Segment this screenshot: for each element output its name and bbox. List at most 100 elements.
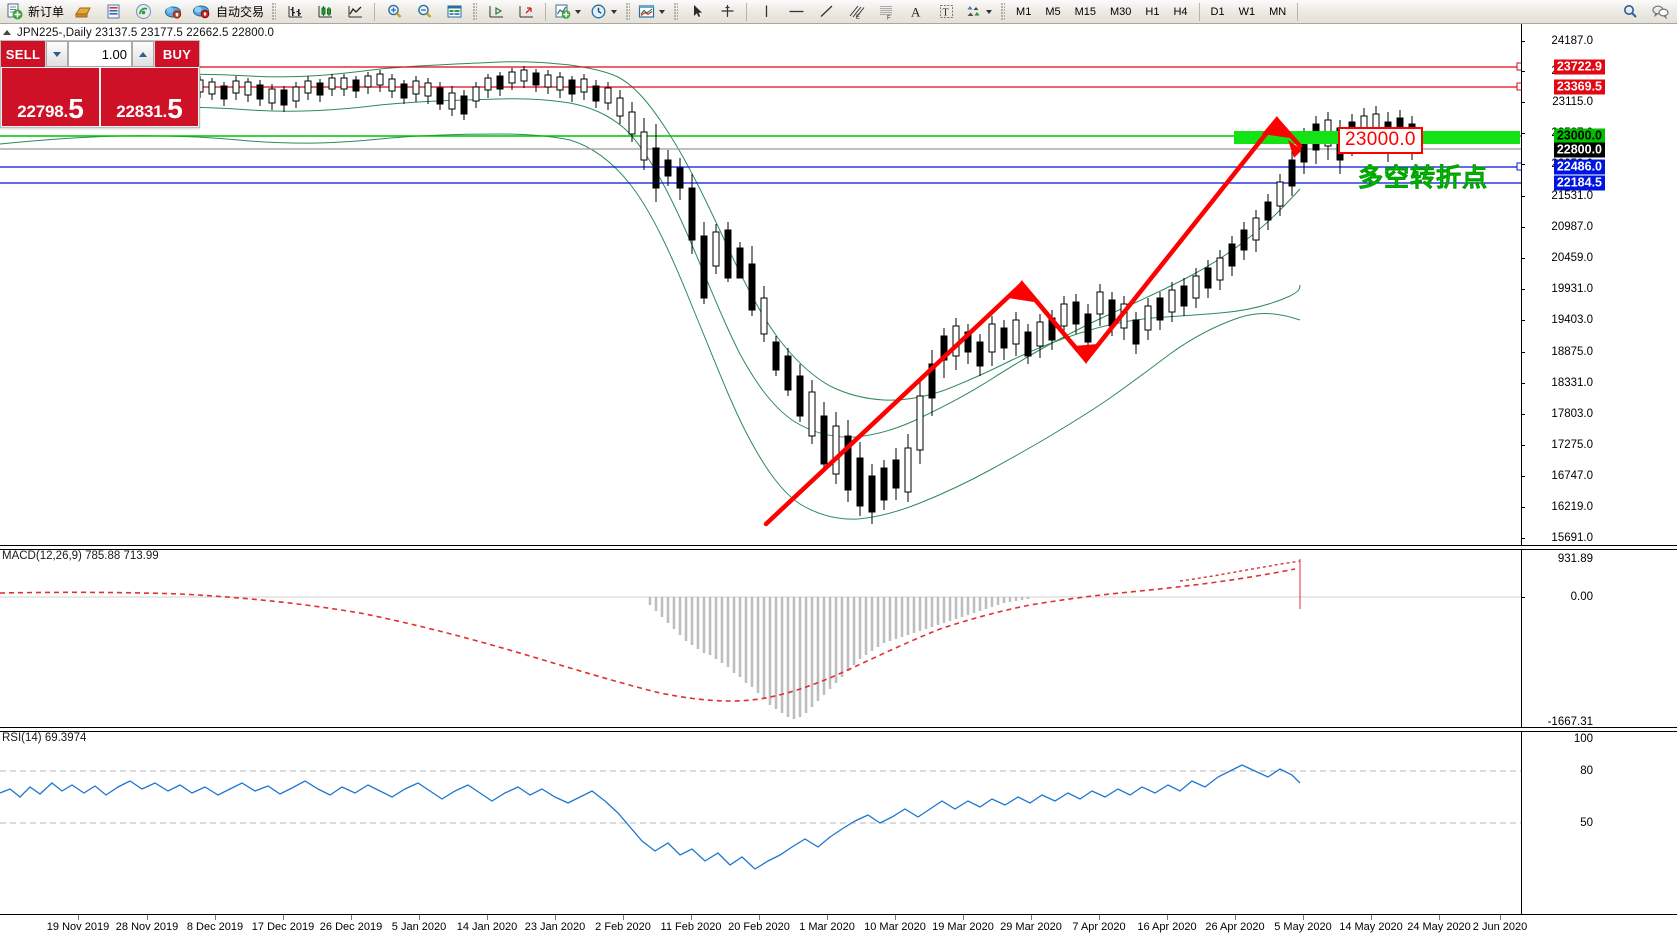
price-tag-support1[interactable]: 22486.0 (1553, 159, 1605, 175)
equidistant-channel-icon: E (849, 5, 864, 20)
svg-text:F: F (887, 16, 891, 21)
add-indicator-dropdown-arrow[interactable] (575, 8, 582, 15)
text-box-button[interactable]: T (931, 0, 961, 24)
shapes-dropdown-arrow[interactable] (986, 8, 993, 15)
price-tag-resist[interactable]: 23369.5 (1553, 79, 1605, 95)
macd-pane[interactable]: MACD(12,26,9) 785.88 713.99 (0, 549, 1677, 729)
templates-dropdown-arrow[interactable] (659, 8, 666, 15)
auto-scroll-button[interactable] (511, 0, 541, 24)
price-tick-label: 17275.0 (1551, 439, 1593, 451)
target-price-annotation[interactable]: 23000.0 (1338, 127, 1423, 154)
price-tag-ask[interactable]: 23000.0 (1553, 128, 1605, 144)
line-chart-button[interactable] (340, 0, 370, 24)
rsi-pane[interactable]: RSI(14) 69.3974 100 80 50 (0, 731, 1677, 914)
text-label-button[interactable]: A (901, 0, 931, 24)
toolbar-grip[interactable] (272, 2, 277, 21)
fibonacci-button[interactable]: F (871, 0, 901, 24)
vertical-line-button[interactable] (751, 0, 781, 24)
bar-chart-button[interactable] (280, 0, 310, 24)
toolbar-grip-2[interactable] (473, 2, 478, 21)
trend-arrow-group (763, 117, 1303, 527)
zoom-in-button[interactable] (379, 0, 409, 24)
gold-bar-button[interactable] (68, 0, 98, 24)
data-window-button[interactable] (439, 0, 469, 24)
timeframe-d1[interactable]: D1 (1210, 5, 1225, 18)
price-tick-label: 17803.0 (1551, 408, 1593, 420)
volume-increase-button[interactable] (132, 41, 154, 67)
price-tag-last[interactable]: 22800.0 (1553, 142, 1605, 158)
date-label: 19 Mar 2020 (932, 921, 994, 933)
toolbar-separator-6 (1297, 2, 1299, 21)
candlestick-chart-button[interactable] (310, 0, 340, 24)
new-order-button[interactable]: 新订单 (2, 0, 68, 24)
timeframe-m1[interactable]: M1 (1016, 5, 1032, 18)
mql5-cloud-button[interactable] (158, 0, 188, 24)
chart-area[interactable]: 24187.0 23659.0 23115.0 22587.0 22059.0 … (0, 24, 1677, 947)
price-tick-label: 16747.0 (1551, 470, 1593, 482)
market-watch-button[interactable] (98, 0, 128, 24)
timeframe-mn[interactable]: MN (1269, 5, 1287, 18)
horizontal-line-button[interactable] (781, 0, 811, 24)
sell-price-fraction: 5 (68, 93, 84, 124)
sell-button[interactable]: SELL (1, 41, 45, 67)
cursor-button[interactable] (682, 0, 712, 24)
date-label: 14 May 2020 (1339, 921, 1403, 933)
macd-axis-zero: 0.00 (1570, 591, 1593, 603)
chat-button[interactable] (1645, 0, 1675, 24)
arrowhead-peak-2 (1262, 116, 1290, 138)
arrowhead-end (1288, 140, 1302, 158)
chart-collapse-icon[interactable] (3, 30, 11, 35)
signals-button[interactable] (128, 0, 158, 24)
timeframe-m30[interactable]: M30 (1110, 5, 1132, 18)
buy-button[interactable]: BUY (155, 41, 199, 67)
trend-arrow-heads (1008, 116, 1302, 364)
toolbar-separator-5 (1198, 2, 1200, 21)
price-tick-label: 20459.0 (1551, 252, 1593, 264)
volume-input[interactable]: 1.00 (68, 41, 132, 67)
timeframe-w1[interactable]: W1 (1238, 5, 1256, 18)
timeframe-h4[interactable]: H4 (1173, 5, 1188, 18)
price-axis-labels[interactable]: 24187.0 23659.0 23115.0 22587.0 22059.0 … (1522, 24, 1677, 547)
equidistant-channel-button[interactable]: E (841, 0, 871, 24)
crosshair-button[interactable] (712, 0, 742, 24)
volume-stepper[interactable]: 1.00 (45, 41, 155, 67)
toolbar-grip-3[interactable] (626, 2, 631, 21)
add-indicator-icon (555, 4, 571, 19)
price-tick-label: 24187.0 (1551, 35, 1593, 47)
pane-divider-rsi[interactable] (0, 727, 1677, 732)
pane-divider-macd[interactable] (0, 545, 1677, 550)
period-dropdown-arrow[interactable] (611, 8, 618, 15)
sell-price-display[interactable]: 22798 . 5 (2, 68, 99, 126)
shapes-button[interactable] (961, 0, 997, 24)
add-indicator-button[interactable] (550, 0, 586, 24)
buy-price-display[interactable]: 22831 . 5 (101, 68, 198, 126)
shift-chart-button[interactable] (481, 0, 511, 24)
auto-trading-icon (193, 5, 210, 19)
period-button[interactable] (586, 0, 622, 24)
one-click-trading-panel[interactable]: SELL 1.00 BUY 22798 . 5 22831 . 5 (0, 40, 200, 128)
trendline-button[interactable] (811, 0, 841, 24)
date-label: 5 May 2020 (1274, 921, 1332, 933)
auto-trading-button[interactable]: 自动交易 (188, 0, 268, 24)
price-chart-canvas (0, 61, 1522, 527)
date-axis[interactable]: 19 Nov 2019 28 Nov 2019 8 Dec 2019 17 De… (0, 914, 1677, 947)
buy-price-integer: 22831 (116, 102, 163, 121)
date-label: 23 Jan 2020 (524, 921, 586, 933)
timeframe-m5[interactable]: M5 (1045, 5, 1061, 18)
zoom-out-button[interactable] (409, 0, 439, 24)
price-tick-label: 16219.0 (1551, 501, 1593, 513)
candlestick-chart-icon (318, 6, 332, 18)
timeframe-h1[interactable]: H1 (1145, 5, 1160, 18)
price-tag-support2[interactable]: 22184.5 (1553, 175, 1605, 191)
timeframe-m15[interactable]: M15 (1074, 5, 1096, 18)
chinese-note-annotation[interactable]: 多空转折点 (1358, 164, 1489, 193)
volume-decrease-button[interactable] (46, 41, 68, 67)
svg-text:E: E (856, 15, 860, 20)
templates-button[interactable] (634, 0, 670, 24)
search-button[interactable] (1615, 0, 1645, 24)
toolbar-grip-5[interactable] (1001, 2, 1006, 21)
trend-arrow-up-2 (1083, 117, 1280, 363)
price-pane[interactable]: 24187.0 23659.0 23115.0 22587.0 22059.0 … (0, 24, 1677, 547)
toolbar-grip-4[interactable] (674, 2, 679, 21)
price-tag-bid[interactable]: 23722.9 (1553, 59, 1605, 75)
